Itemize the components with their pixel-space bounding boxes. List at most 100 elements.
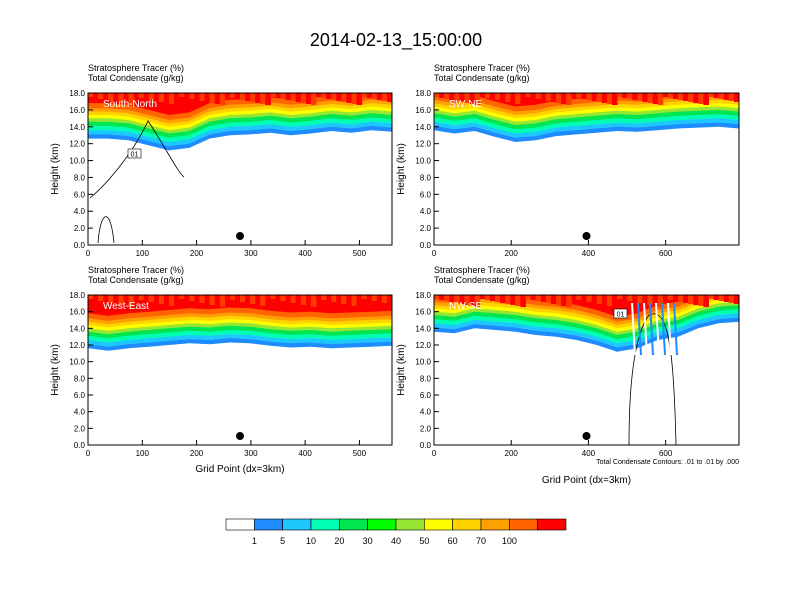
x-tick-label: 100: [136, 449, 150, 458]
tracer-spike: [678, 93, 684, 100]
tracer-spike: [234, 93, 241, 99]
tracer-spike: [214, 93, 221, 104]
tracer-spike: [566, 295, 572, 307]
panel-title: Stratosphere Tracer (%): [88, 63, 184, 73]
tracer-spike: [576, 93, 582, 98]
tracer-spike: [459, 93, 465, 102]
plot-frame: [433, 92, 740, 246]
x-tick-label: 200: [190, 449, 204, 458]
tracer-spike: [449, 295, 455, 302]
tracer-spike: [495, 93, 501, 100]
tracer-spike: [300, 295, 307, 305]
colorbar-swatch: [254, 518, 283, 531]
tracer-spike: [123, 295, 130, 306]
tracer-spike: [449, 93, 455, 100]
tracer-spike: [495, 295, 501, 302]
x-tick-label: 300: [244, 449, 258, 458]
tracer-spike: [229, 93, 236, 98]
tracer-spike: [525, 295, 532, 299]
tracer-spike: [718, 295, 725, 301]
tracer-spike: [561, 295, 567, 306]
tracer-spike: [153, 295, 160, 303]
tracer-spike: [305, 93, 312, 104]
tracer-spike: [530, 295, 537, 300]
y-tick-label: 0.0: [420, 241, 432, 250]
tracer-spike: [454, 295, 460, 303]
colorbar-label: 50: [419, 536, 429, 546]
tracer-spike: [255, 93, 261, 103]
tracer-spike: [316, 93, 322, 97]
tracer-spike: [444, 93, 450, 99]
y-tick-label: 18.0: [415, 89, 431, 98]
x-tick-label: 400: [582, 449, 596, 458]
tracer-spike: [454, 93, 460, 101]
tracer-spike: [118, 93, 124, 103]
tracer-spike: [535, 93, 542, 99]
tracer-spike: [647, 295, 654, 305]
contour-label-box: [127, 148, 142, 159]
x-tick-label: 200: [505, 249, 519, 258]
tracer-spike: [698, 93, 704, 104]
tracer-spike: [642, 295, 648, 304]
y-tick-label: 6.0: [420, 391, 432, 400]
tracer-spike: [622, 93, 628, 98]
tracer-spike: [657, 295, 664, 307]
tracer-spike: [672, 295, 679, 301]
tracer-spike: [728, 295, 735, 303]
tracer-spike: [505, 295, 511, 304]
tracer-spike: [321, 93, 327, 98]
tracer-spike: [88, 295, 94, 299]
tracer-spike: [510, 93, 516, 103]
tracer-spike: [194, 295, 200, 302]
colorbar-label: 10: [306, 536, 316, 546]
tracer-spike: [510, 295, 516, 305]
y-tick-label: 6.0: [74, 190, 86, 199]
y-tick-label: 4.0: [74, 408, 86, 417]
tracer-spike: [479, 295, 486, 299]
panel-nw-se: Stratosphere Tracer (%)Total Condensate …: [396, 265, 740, 486]
tracer-spike: [310, 93, 317, 105]
colorbar: 1 5 10 20 30 40 50 60 70 100: [225, 518, 567, 546]
y-tick-label: 8.0: [420, 374, 432, 383]
tracer-spike: [601, 295, 608, 305]
tracer-spike: [556, 93, 562, 103]
tracer-spike: [469, 93, 476, 104]
panel-subtitle: Total Condensate (g/kg): [88, 73, 184, 83]
tracer-spike: [361, 295, 368, 299]
storm-streak: [631, 302, 636, 356]
plot-frame: [433, 294, 740, 446]
tracer-spike: [474, 93, 481, 105]
tracer-spike: [683, 295, 689, 303]
tracer-spike: [169, 93, 175, 104]
colorbar-swatch: [423, 518, 453, 531]
y-tick-label: 10.0: [69, 157, 85, 166]
tracer-spike: [489, 93, 496, 99]
tracer-spike: [158, 93, 165, 102]
tracer-spike: [693, 93, 699, 103]
y-tick-label: 16.0: [415, 106, 431, 115]
tracer-spike: [138, 295, 145, 300]
plot-frame: [87, 92, 393, 246]
x-tick-label: 0: [432, 249, 437, 258]
tracer-spike: [148, 93, 155, 100]
tracer-spike: [209, 93, 216, 103]
y-tick-label: 14.0: [415, 123, 431, 132]
y-tick-label: 10.0: [415, 157, 431, 166]
location-marker: [236, 232, 244, 240]
tracer-spike: [474, 295, 481, 307]
tracer-spike: [138, 93, 145, 98]
tracer-spike: [260, 93, 266, 104]
panel-south-north: Stratosphere Tracer (%)Total Condensate …: [50, 63, 393, 258]
tracer-spike: [148, 295, 155, 302]
storm-streak: [643, 302, 648, 356]
panel-sw-ne: Stratosphere Tracer (%)Total Condensate …: [396, 63, 740, 258]
tracer-spike: [133, 295, 140, 299]
tracer-spike: [194, 93, 200, 100]
tracer-spike: [464, 295, 471, 305]
panel-subtitle: Total Condensate (g/kg): [88, 275, 184, 285]
tracer-spike: [733, 295, 739, 304]
tracer-spike: [295, 93, 302, 102]
tracer-spike: [295, 295, 302, 304]
colorbar-swatch: [310, 518, 340, 531]
y-tick-label: 2.0: [420, 424, 432, 433]
